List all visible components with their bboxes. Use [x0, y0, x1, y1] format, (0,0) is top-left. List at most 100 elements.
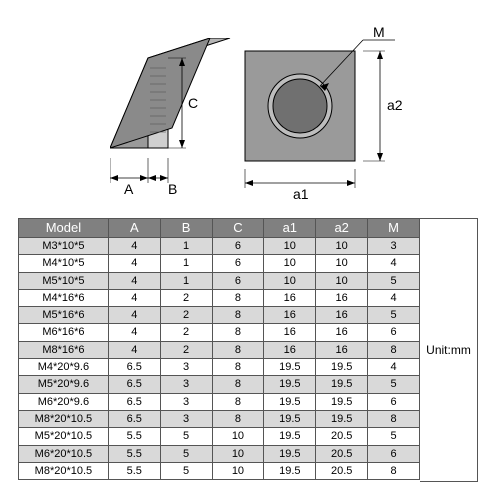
table-row: M4*16*642816164 — [19, 289, 420, 306]
cell-dim: 3 — [160, 393, 212, 410]
cell-dim: 20.5 — [316, 462, 368, 479]
cell-dim: 8 — [368, 341, 420, 358]
cell-model: M8*16*6 — [19, 341, 109, 358]
dim-label-a: A — [124, 181, 134, 197]
cell-dim: 10 — [316, 272, 368, 289]
front-view-drawing: M a2 a1 — [235, 26, 435, 206]
table-row: M5*20*10.55.551019.520.55 — [19, 428, 420, 445]
cell-dim: 19.5 — [264, 359, 316, 376]
cell-dim: 10 — [264, 255, 316, 272]
cell-dim: 20.5 — [316, 445, 368, 462]
table-row: M8*20*10.55.551019.520.58 — [19, 462, 420, 479]
table-row: M3*10*541610103 — [19, 238, 420, 255]
cell-dim: 2 — [160, 341, 212, 358]
header-m: M — [368, 219, 420, 238]
cell-dim: 8 — [212, 324, 264, 341]
header-a2: a2 — [316, 219, 368, 238]
cell-dim: 5 — [368, 307, 420, 324]
cell-dim: 8 — [212, 289, 264, 306]
cell-dim: 4 — [368, 359, 420, 376]
table-row: M5*20*9.66.53819.519.55 — [19, 376, 420, 393]
table-header-row: Model A B C a1 a2 M — [19, 219, 420, 238]
cell-dim: 19.5 — [264, 428, 316, 445]
header-a1: a1 — [264, 219, 316, 238]
cell-dim: 19.5 — [316, 393, 368, 410]
dim-label-b: B — [168, 181, 177, 197]
cell-dim: 10 — [212, 428, 264, 445]
cell-dim: 6 — [212, 272, 264, 289]
table-row: M6*16*642816166 — [19, 324, 420, 341]
cell-dim: 4 — [108, 289, 160, 306]
cell-dim: 16 — [316, 289, 368, 306]
cell-model: M5*10*5 — [19, 272, 109, 289]
cell-dim: 4 — [108, 341, 160, 358]
cell-dim: 5.5 — [108, 445, 160, 462]
cell-dim: 16 — [264, 324, 316, 341]
cell-dim: 16 — [264, 307, 316, 324]
side-view-drawing: C A B — [110, 38, 250, 208]
cell-dim: 6 — [368, 324, 420, 341]
table-row: M6*20*10.55.551019.520.56 — [19, 445, 420, 462]
cell-model: M5*20*9.6 — [19, 376, 109, 393]
cell-dim: 16 — [264, 341, 316, 358]
cell-dim: 5 — [160, 445, 212, 462]
unit-label: Unit:mm — [420, 218, 478, 482]
dim-label-a1: a1 — [293, 186, 309, 202]
cell-dim: 4 — [368, 255, 420, 272]
cell-dim: 2 — [160, 289, 212, 306]
cell-dim: 5 — [160, 462, 212, 479]
cell-dim: 8 — [212, 359, 264, 376]
cell-dim: 5 — [160, 428, 212, 445]
table-row: M4*10*541610104 — [19, 255, 420, 272]
cell-dim: 16 — [316, 324, 368, 341]
cell-dim: 8 — [212, 341, 264, 358]
cell-dim: 10 — [264, 238, 316, 255]
cell-dim: 6 — [368, 393, 420, 410]
table-row: M5*10*541610105 — [19, 272, 420, 289]
cell-dim: 4 — [368, 289, 420, 306]
cell-dim: 8 — [368, 462, 420, 479]
cell-model: M3*10*5 — [19, 238, 109, 255]
header-b: B — [160, 219, 212, 238]
cell-dim: 6 — [212, 255, 264, 272]
cell-dim: 10 — [316, 238, 368, 255]
cell-dim: 19.5 — [264, 376, 316, 393]
cell-dim: 1 — [160, 255, 212, 272]
cell-dim: 4 — [108, 307, 160, 324]
cell-dim: 8 — [212, 307, 264, 324]
cell-dim: 6.5 — [108, 393, 160, 410]
dim-label-a2: a2 — [387, 97, 403, 113]
cell-dim: 3 — [160, 410, 212, 427]
cell-dim: 1 — [160, 272, 212, 289]
cell-model: M5*20*10.5 — [19, 428, 109, 445]
cell-dim: 10 — [212, 445, 264, 462]
cell-dim: 4 — [108, 324, 160, 341]
table-body: M3*10*541610103M4*10*541610104M5*10*5416… — [19, 238, 420, 480]
cell-dim: 19.5 — [264, 393, 316, 410]
cell-model: M8*20*10.5 — [19, 462, 109, 479]
canvas: C A B M — [0, 0, 500, 500]
cell-dim: 8 — [368, 410, 420, 427]
cell-dim: 5 — [368, 428, 420, 445]
dim-label-c: C — [188, 95, 198, 111]
table-row: M4*20*9.66.53819.519.54 — [19, 359, 420, 376]
dim-label-m: M — [373, 26, 385, 40]
table-row: M5*16*642816165 — [19, 307, 420, 324]
table-row: M6*20*9.66.53819.519.56 — [19, 393, 420, 410]
cell-model: M4*16*6 — [19, 289, 109, 306]
cell-dim: 16 — [316, 341, 368, 358]
cell-model: M4*10*5 — [19, 255, 109, 272]
cell-dim: 8 — [212, 410, 264, 427]
table-row: M8*16*642816168 — [19, 341, 420, 358]
cell-dim: 16 — [264, 289, 316, 306]
cell-dim: 19.5 — [264, 410, 316, 427]
header-model: Model — [19, 219, 109, 238]
cell-dim: 6.5 — [108, 410, 160, 427]
header-c: C — [212, 219, 264, 238]
cell-dim: 4 — [108, 255, 160, 272]
spec-table-wrap: Model A B C a1 a2 M M3*10*541610103M4*10… — [18, 218, 482, 482]
cell-dim: 4 — [108, 272, 160, 289]
table-row: M8*20*10.56.53819.519.58 — [19, 410, 420, 427]
cell-dim: 19.5 — [264, 445, 316, 462]
cell-dim: 6.5 — [108, 359, 160, 376]
